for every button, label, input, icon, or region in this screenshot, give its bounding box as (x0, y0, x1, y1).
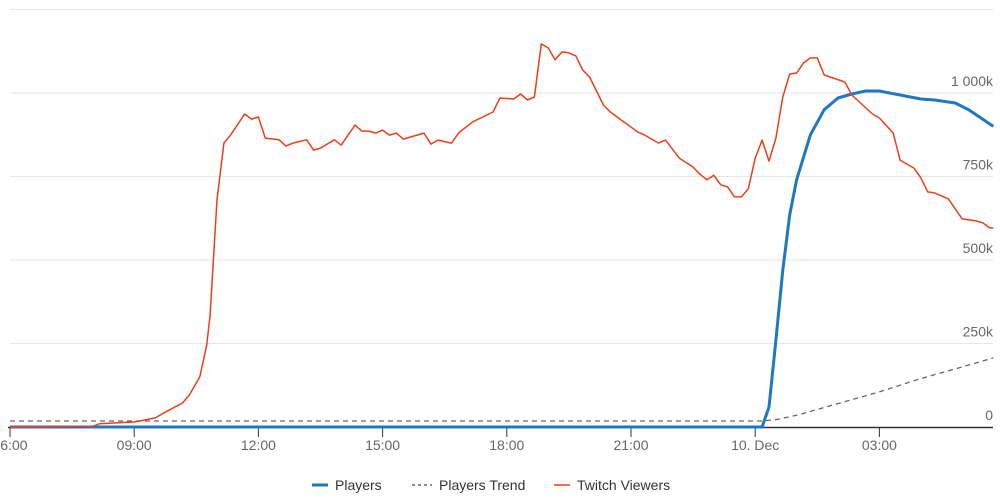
gridlines (10, 9, 993, 344)
x-tick-label: 09:00 (117, 437, 152, 453)
x-tick-label: 12:00 (241, 437, 276, 453)
legend-item-players[interactable]: Players (312, 477, 382, 493)
series-lines (9, 43, 995, 429)
legend-item-players-trend[interactable]: Players Trend (412, 477, 525, 493)
x-tick-label: 06:00 (0, 437, 28, 453)
legend-item-twitch-viewers[interactable]: Twitch Viewers (554, 477, 670, 493)
x-tick-label: 18:00 (489, 437, 524, 453)
x-tick-label: 03:00 (862, 437, 897, 453)
legend-label: Players (335, 477, 382, 493)
series-line-players (10, 89, 995, 429)
y-tick-label: 1 000k (951, 73, 994, 89)
series-line-players-trend (10, 357, 994, 422)
series-line-twitch-viewers (9, 43, 994, 428)
x-tick-label: 10. Dec (731, 437, 779, 453)
y-tick-label: 0 (985, 407, 993, 423)
y-tick-label: 250k (963, 324, 994, 340)
x-tick-label: 21:00 (613, 437, 648, 453)
y-tick-label: 750k (963, 157, 994, 173)
legend-label: Twitch Viewers (577, 477, 670, 493)
y-tick-label: 500k (963, 240, 994, 256)
x-axis: 06:00 09:00 12:00 15:00 18:00 21:00 10. Dec 03:… (0, 426, 993, 453)
y-axis-labels: 0 250k 500k 750k 1 000k (951, 73, 994, 423)
legend-label: Players Trend (439, 477, 525, 493)
legend[interactable]: Players Players Trend Twitch Viewers (312, 477, 670, 493)
x-tick-label: 15:00 (365, 437, 400, 453)
